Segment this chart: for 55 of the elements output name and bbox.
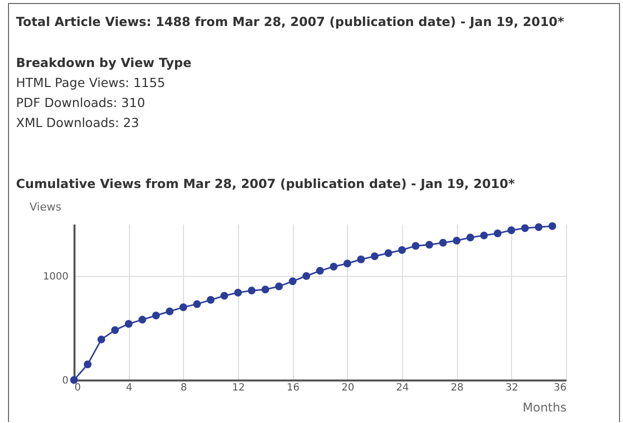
point — [330, 262, 338, 271]
text: Total Article Views: 1488 from Mar 28, 2007 (publication date) - Jan 19, 2010* — [16, 13, 564, 31]
point — [152, 312, 160, 320]
x-tick-label: 32 — [505, 382, 518, 394]
point — [466, 234, 474, 242]
point — [548, 222, 556, 230]
point — [166, 307, 174, 316]
point — [288, 277, 297, 286]
point — [507, 226, 516, 234]
point — [494, 229, 502, 238]
x-tick-label: 16 — [286, 382, 300, 394]
point — [261, 286, 270, 294]
point — [521, 224, 529, 232]
x-tick-label: 28 — [450, 382, 464, 394]
point — [425, 240, 434, 249]
point — [316, 266, 324, 275]
text: HTML Page Views: 1155 — [16, 74, 166, 92]
chart-title: Cumulative Views from Mar 28, 2007 (publication date) - Jan 19, 2010* — [16, 176, 515, 191]
point — [97, 336, 106, 344]
y-tick-label: 1000 — [43, 272, 68, 282]
point — [480, 232, 488, 240]
point — [357, 255, 365, 264]
x-axis-title: Months — [522, 400, 566, 414]
point — [452, 236, 461, 245]
x-tick-label: 20 — [341, 382, 354, 394]
point — [206, 296, 215, 304]
x-tick-label: 36 — [554, 382, 566, 394]
point — [124, 320, 133, 328]
point — [412, 242, 420, 250]
x-tick-label: 4 — [126, 382, 132, 394]
point — [234, 288, 242, 297]
point — [248, 286, 256, 294]
point — [193, 300, 201, 308]
x-tick-label: 12 — [232, 382, 245, 394]
point — [220, 292, 228, 300]
x-tick-label: 0 — [74, 382, 81, 394]
point — [534, 223, 543, 231]
x-tick-label: 8 — [180, 382, 188, 394]
point — [138, 316, 146, 324]
point — [370, 252, 379, 260]
point — [111, 326, 119, 334]
point — [84, 360, 92, 368]
point — [302, 272, 310, 280]
point — [384, 249, 392, 257]
y-axis-title: Views — [30, 200, 62, 214]
point — [343, 260, 352, 268]
text: PDF Downloads: 310 — [16, 94, 146, 112]
x-tick-label: 24 — [396, 382, 409, 394]
point — [439, 238, 447, 247]
point — [275, 282, 283, 290]
text: Breakdown by View Type — [16, 54, 192, 72]
point — [398, 246, 406, 254]
point — [179, 303, 188, 312]
text: XML Downloads: 23 — [16, 114, 140, 132]
point — [70, 376, 78, 384]
